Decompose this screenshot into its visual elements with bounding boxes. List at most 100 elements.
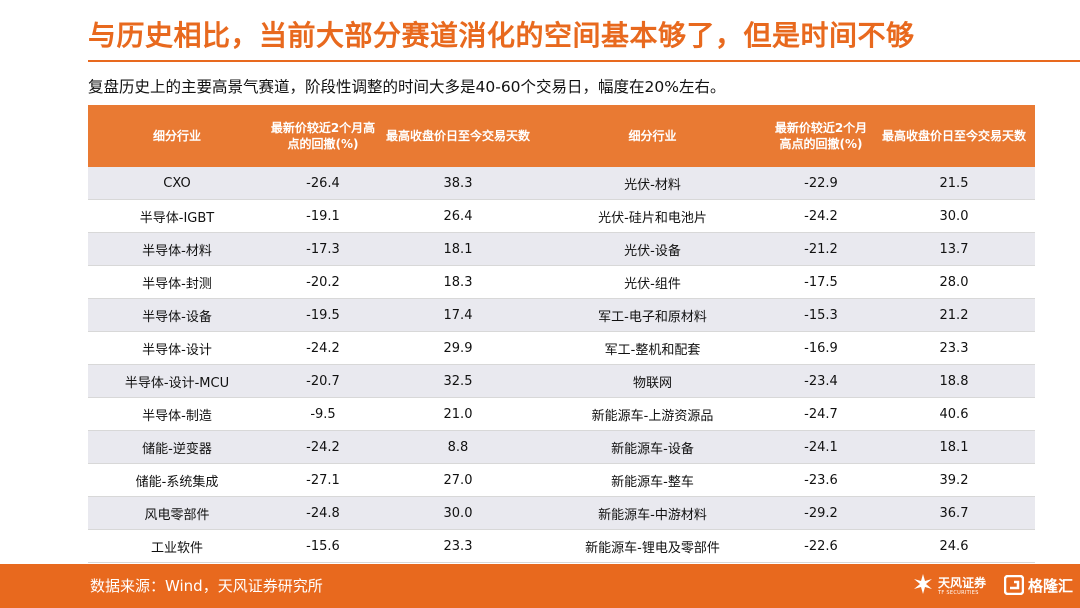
table-row: 半导体-材料 -17.3 18.1 光伏-设备 -21.2 13.7 bbox=[88, 232, 1035, 266]
table-header-row: 细分行业 最新价较近2个月高点的回撤(%) 最高收盘价日至今交易天数 细分行业 … bbox=[88, 105, 1035, 167]
col-header-sector: 细分行业 bbox=[88, 105, 266, 167]
data-source: 数据来源：Wind，天风证券研究所 bbox=[90, 577, 323, 595]
cell-sector-2: 军工-整机和配套 bbox=[536, 331, 769, 365]
tf-logo-name: 天风证券 bbox=[938, 576, 987, 590]
cell-drawdown-2: -21.2 bbox=[769, 232, 873, 266]
cell-drawdown: -15.6 bbox=[266, 529, 380, 563]
cell-trading-days: 23.3 bbox=[380, 529, 536, 563]
table-row: 风电零部件 -24.8 30.0 新能源车-中游材料 -29.2 36.7 bbox=[88, 496, 1035, 530]
table-row: 半导体-设计 -24.2 29.9 军工-整机和配套 -16.9 23.3 bbox=[88, 331, 1035, 365]
tf-logo-icon bbox=[914, 574, 932, 594]
cell-drawdown-2: -22.9 bbox=[769, 167, 873, 200]
cell-drawdown: -9.5 bbox=[266, 397, 380, 431]
cell-trading-days-2: 21.2 bbox=[873, 298, 1035, 332]
cell-sector: 储能-逆变器 bbox=[88, 430, 266, 464]
col-header-trading-days-2: 最高收盘价日至今交易天数 bbox=[873, 105, 1035, 167]
cell-sector: 半导体-制造 bbox=[88, 397, 266, 431]
table-row: 储能-逆变器 -24.2 8.8 新能源车-设备 -24.1 18.1 bbox=[88, 430, 1035, 464]
cell-trading-days: 32.5 bbox=[380, 364, 536, 398]
cell-trading-days: 30.0 bbox=[380, 496, 536, 530]
table-row: 半导体-设计-MCU -20.7 32.5 物联网 -23.4 18.8 bbox=[88, 364, 1035, 398]
glh-logo-icon bbox=[1004, 575, 1024, 595]
cell-sector: 半导体-IGBT bbox=[88, 199, 266, 233]
cell-drawdown-2: -23.4 bbox=[769, 364, 873, 398]
cell-drawdown: -24.2 bbox=[266, 331, 380, 365]
cell-sector: 半导体-设备 bbox=[88, 298, 266, 332]
sector-table: 细分行业 最新价较近2个月高点的回撤(%) 最高收盘价日至今交易天数 细分行业 … bbox=[88, 105, 1035, 563]
col-header-drawdown-2: 最新价较近2个月高点的回撤(%) bbox=[769, 105, 873, 167]
col-header-trading-days: 最高收盘价日至今交易天数 bbox=[380, 105, 536, 167]
cell-sector-2: 新能源车-设备 bbox=[536, 430, 769, 464]
cell-drawdown-2: -16.9 bbox=[769, 331, 873, 365]
cell-trading-days-2: 13.7 bbox=[873, 232, 1035, 266]
cell-drawdown: -24.2 bbox=[266, 430, 380, 464]
cell-trading-days-2: 40.6 bbox=[873, 397, 1035, 431]
cell-sector-2: 新能源车-中游材料 bbox=[536, 496, 769, 530]
cell-sector: 储能-系统集成 bbox=[88, 463, 266, 497]
cell-sector: 半导体-设计 bbox=[88, 331, 266, 365]
col-header-drawdown: 最新价较近2个月高点的回撤(%) bbox=[266, 105, 380, 167]
cell-sector: 半导体-材料 bbox=[88, 232, 266, 266]
cell-drawdown-2: -24.1 bbox=[769, 430, 873, 464]
cell-drawdown-2: -15.3 bbox=[769, 298, 873, 332]
cell-trading-days: 27.0 bbox=[380, 463, 536, 497]
table-row: 工业软件 -15.6 23.3 新能源车-锂电及零部件 -22.6 24.6 bbox=[88, 529, 1035, 563]
cell-drawdown-2: -17.5 bbox=[769, 265, 873, 299]
footer-bar: 数据来源：Wind，天风证券研究所 天风证券 TF SECURITIES 格隆汇 bbox=[0, 564, 1080, 608]
glh-logo: 格隆汇 bbox=[1004, 573, 1076, 599]
table-row: CXO -26.4 38.3 光伏-材料 -22.9 21.5 bbox=[88, 167, 1035, 200]
cell-drawdown: -19.5 bbox=[266, 298, 380, 332]
cell-sector-2: 新能源车-上游资源品 bbox=[536, 397, 769, 431]
cell-sector-2: 光伏-设备 bbox=[536, 232, 769, 266]
cell-sector: 工业软件 bbox=[88, 529, 266, 563]
cell-trading-days: 38.3 bbox=[380, 167, 536, 200]
cell-sector: 半导体-封测 bbox=[88, 265, 266, 299]
cell-trading-days: 29.9 bbox=[380, 331, 536, 365]
cell-drawdown: -24.8 bbox=[266, 496, 380, 530]
table-row: 半导体-设备 -19.5 17.4 军工-电子和原材料 -15.3 21.2 bbox=[88, 298, 1035, 332]
cell-trading-days-2: 23.3 bbox=[873, 331, 1035, 365]
page-subtitle: 复盘历史上的主要高景气赛道，阶段性调整的时间大多是40-60个交易日，幅度在20… bbox=[88, 78, 726, 96]
cell-trading-days: 21.0 bbox=[380, 397, 536, 431]
cell-trading-days-2: 21.5 bbox=[873, 167, 1035, 200]
cell-trading-days-2: 28.0 bbox=[873, 265, 1035, 299]
page-title: 与历史相比，当前大部分赛道消化的空间基本够了，但是时间不够 bbox=[88, 19, 915, 52]
cell-trading-days-2: 30.0 bbox=[873, 199, 1035, 233]
cell-trading-days: 18.1 bbox=[380, 232, 536, 266]
cell-trading-days: 26.4 bbox=[380, 199, 536, 233]
col-header-sector-2: 细分行业 bbox=[536, 105, 769, 167]
cell-drawdown-2: -22.6 bbox=[769, 529, 873, 563]
cell-trading-days: 18.3 bbox=[380, 265, 536, 299]
cell-drawdown: -27.1 bbox=[266, 463, 380, 497]
table-row: 储能-系统集成 -27.1 27.0 新能源车-整车 -23.6 39.2 bbox=[88, 463, 1035, 497]
table-row: 半导体-封测 -20.2 18.3 光伏-组件 -17.5 28.0 bbox=[88, 265, 1035, 299]
cell-drawdown: -26.4 bbox=[266, 167, 380, 200]
cell-sector-2: 军工-电子和原材料 bbox=[536, 298, 769, 332]
cell-drawdown-2: -24.7 bbox=[769, 397, 873, 431]
title-divider bbox=[88, 60, 1080, 62]
cell-drawdown: -20.2 bbox=[266, 265, 380, 299]
cell-trading-days: 8.8 bbox=[380, 430, 536, 464]
cell-trading-days-2: 18.8 bbox=[873, 364, 1035, 398]
cell-sector: CXO bbox=[88, 167, 266, 200]
cell-sector: 半导体-设计-MCU bbox=[88, 364, 266, 398]
cell-drawdown-2: -24.2 bbox=[769, 199, 873, 233]
cell-trading-days-2: 24.6 bbox=[873, 529, 1035, 563]
tf-securities-logo: 天风证券 TF SECURITIES bbox=[912, 571, 1012, 601]
table-row: 半导体-制造 -9.5 21.0 新能源车-上游资源品 -24.7 40.6 bbox=[88, 397, 1035, 431]
cell-drawdown: -19.1 bbox=[266, 199, 380, 233]
cell-drawdown: -17.3 bbox=[266, 232, 380, 266]
cell-trading-days: 17.4 bbox=[380, 298, 536, 332]
table-row: 半导体-IGBT -19.1 26.4 光伏-硅片和电池片 -24.2 30.0 bbox=[88, 199, 1035, 233]
cell-sector-2: 物联网 bbox=[536, 364, 769, 398]
cell-sector-2: 光伏-硅片和电池片 bbox=[536, 199, 769, 233]
cell-trading-days-2: 39.2 bbox=[873, 463, 1035, 497]
cell-sector-2: 光伏-组件 bbox=[536, 265, 769, 299]
cell-sector: 风电零部件 bbox=[88, 496, 266, 530]
cell-sector-2: 新能源车-整车 bbox=[536, 463, 769, 497]
cell-drawdown: -20.7 bbox=[266, 364, 380, 398]
cell-trading-days-2: 18.1 bbox=[873, 430, 1035, 464]
tf-logo-name-en: TF SECURITIES bbox=[938, 590, 979, 596]
cell-drawdown-2: -29.2 bbox=[769, 496, 873, 530]
cell-trading-days-2: 36.7 bbox=[873, 496, 1035, 530]
